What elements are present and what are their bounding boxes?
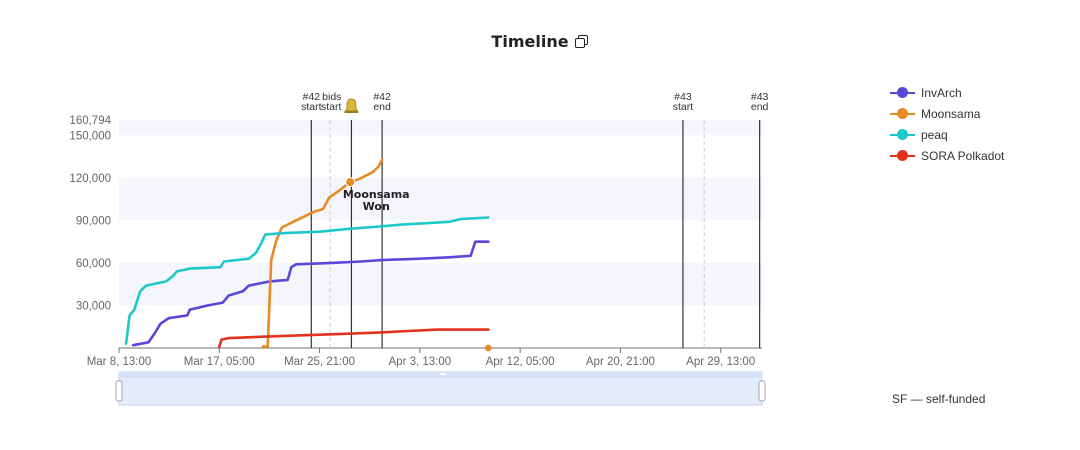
legend-label-invarch: InvArch xyxy=(921,85,962,100)
x-tick-label: Apr 20, 21:00 xyxy=(586,356,655,368)
milestone-label-line2: start xyxy=(321,101,342,113)
milestone-label-line1: #42 xyxy=(373,91,391,103)
legend-item-invarch[interactable]: InvArch xyxy=(890,82,1004,103)
winner-label-line2: Won xyxy=(363,200,390,213)
range-slider-grip xyxy=(440,373,446,375)
chart-title-text: Timeline xyxy=(491,32,569,51)
bell-icon xyxy=(344,98,359,113)
bell-body xyxy=(344,98,359,112)
legend-item-sora-polkadot[interactable]: SORA Polkadot xyxy=(890,145,1004,166)
x-tick-label: Mar 8, 13:00 xyxy=(87,356,152,368)
series-line-invarch xyxy=(131,240,490,347)
legend-label-moonsama: Moonsama xyxy=(921,106,981,121)
y-tick-label: 120,000 xyxy=(69,173,111,185)
y-tick-label: 90,000 xyxy=(76,215,111,227)
milestone-label-line2: end xyxy=(373,101,391,113)
x-tick-label: Apr 12, 05:00 xyxy=(486,356,555,368)
series-line-moonsama xyxy=(261,158,384,348)
legend-label-peaq: peaq xyxy=(921,127,948,142)
footnote: SF — self-funded xyxy=(892,392,986,406)
legend-item-peaq[interactable]: peaq xyxy=(890,124,1004,145)
bell-base xyxy=(344,111,359,113)
x-tick-label: Apr 29, 13:00 xyxy=(686,356,755,368)
copy-icon[interactable] xyxy=(574,34,589,49)
winner-point xyxy=(345,177,356,188)
y-tick-label: 30,000 xyxy=(76,300,111,312)
end-point-moonsama xyxy=(485,344,492,352)
range-slider-handle-right[interactable] xyxy=(758,380,766,402)
milestone-label-line2: start xyxy=(301,101,322,113)
range-slider-handle-left[interactable] xyxy=(115,380,123,402)
x-tick-label: Mar 25, 21:00 xyxy=(284,356,355,368)
milestone-label-line2: start xyxy=(673,101,694,113)
x-tick-label: Mar 17, 05:00 xyxy=(184,356,255,368)
y-tick-label: 150,000 xyxy=(69,130,111,142)
milestone-label-line1: bids xyxy=(322,91,341,103)
y-tick-label: 60,000 xyxy=(76,258,111,270)
milestone-label-line2: end xyxy=(751,101,769,113)
x-tick-label: Apr 3, 13:00 xyxy=(389,356,452,368)
milestone-label-line1: #43 xyxy=(674,91,692,103)
legend-marker-peaq xyxy=(890,128,915,142)
legend: InvArch Moonsama peaq SORA Polkadot xyxy=(890,82,1004,166)
series-line-peaq xyxy=(124,216,490,345)
chart-title: Timeline xyxy=(491,32,588,51)
legend-item-moonsama[interactable]: Moonsama xyxy=(890,103,1004,124)
chart-title-bar: Timeline xyxy=(0,32,1080,52)
legend-label-sora-polkadot: SORA Polkadot xyxy=(921,148,1005,163)
legend-marker-invarch xyxy=(890,86,915,100)
milestone-label-line1: #43 xyxy=(751,91,769,103)
milestone-label-line1: #42 xyxy=(303,91,321,103)
winner-label-line1: Moonsama xyxy=(343,188,410,201)
grid-band xyxy=(119,262,762,306)
legend-marker-moonsama xyxy=(890,107,915,121)
series-line-sora-polkadot xyxy=(218,328,490,348)
legend-marker-sora-polkadot xyxy=(890,149,915,163)
grid-band xyxy=(119,120,762,136)
y-tick-label: 160,794 xyxy=(69,115,111,127)
grid-band xyxy=(119,177,762,221)
